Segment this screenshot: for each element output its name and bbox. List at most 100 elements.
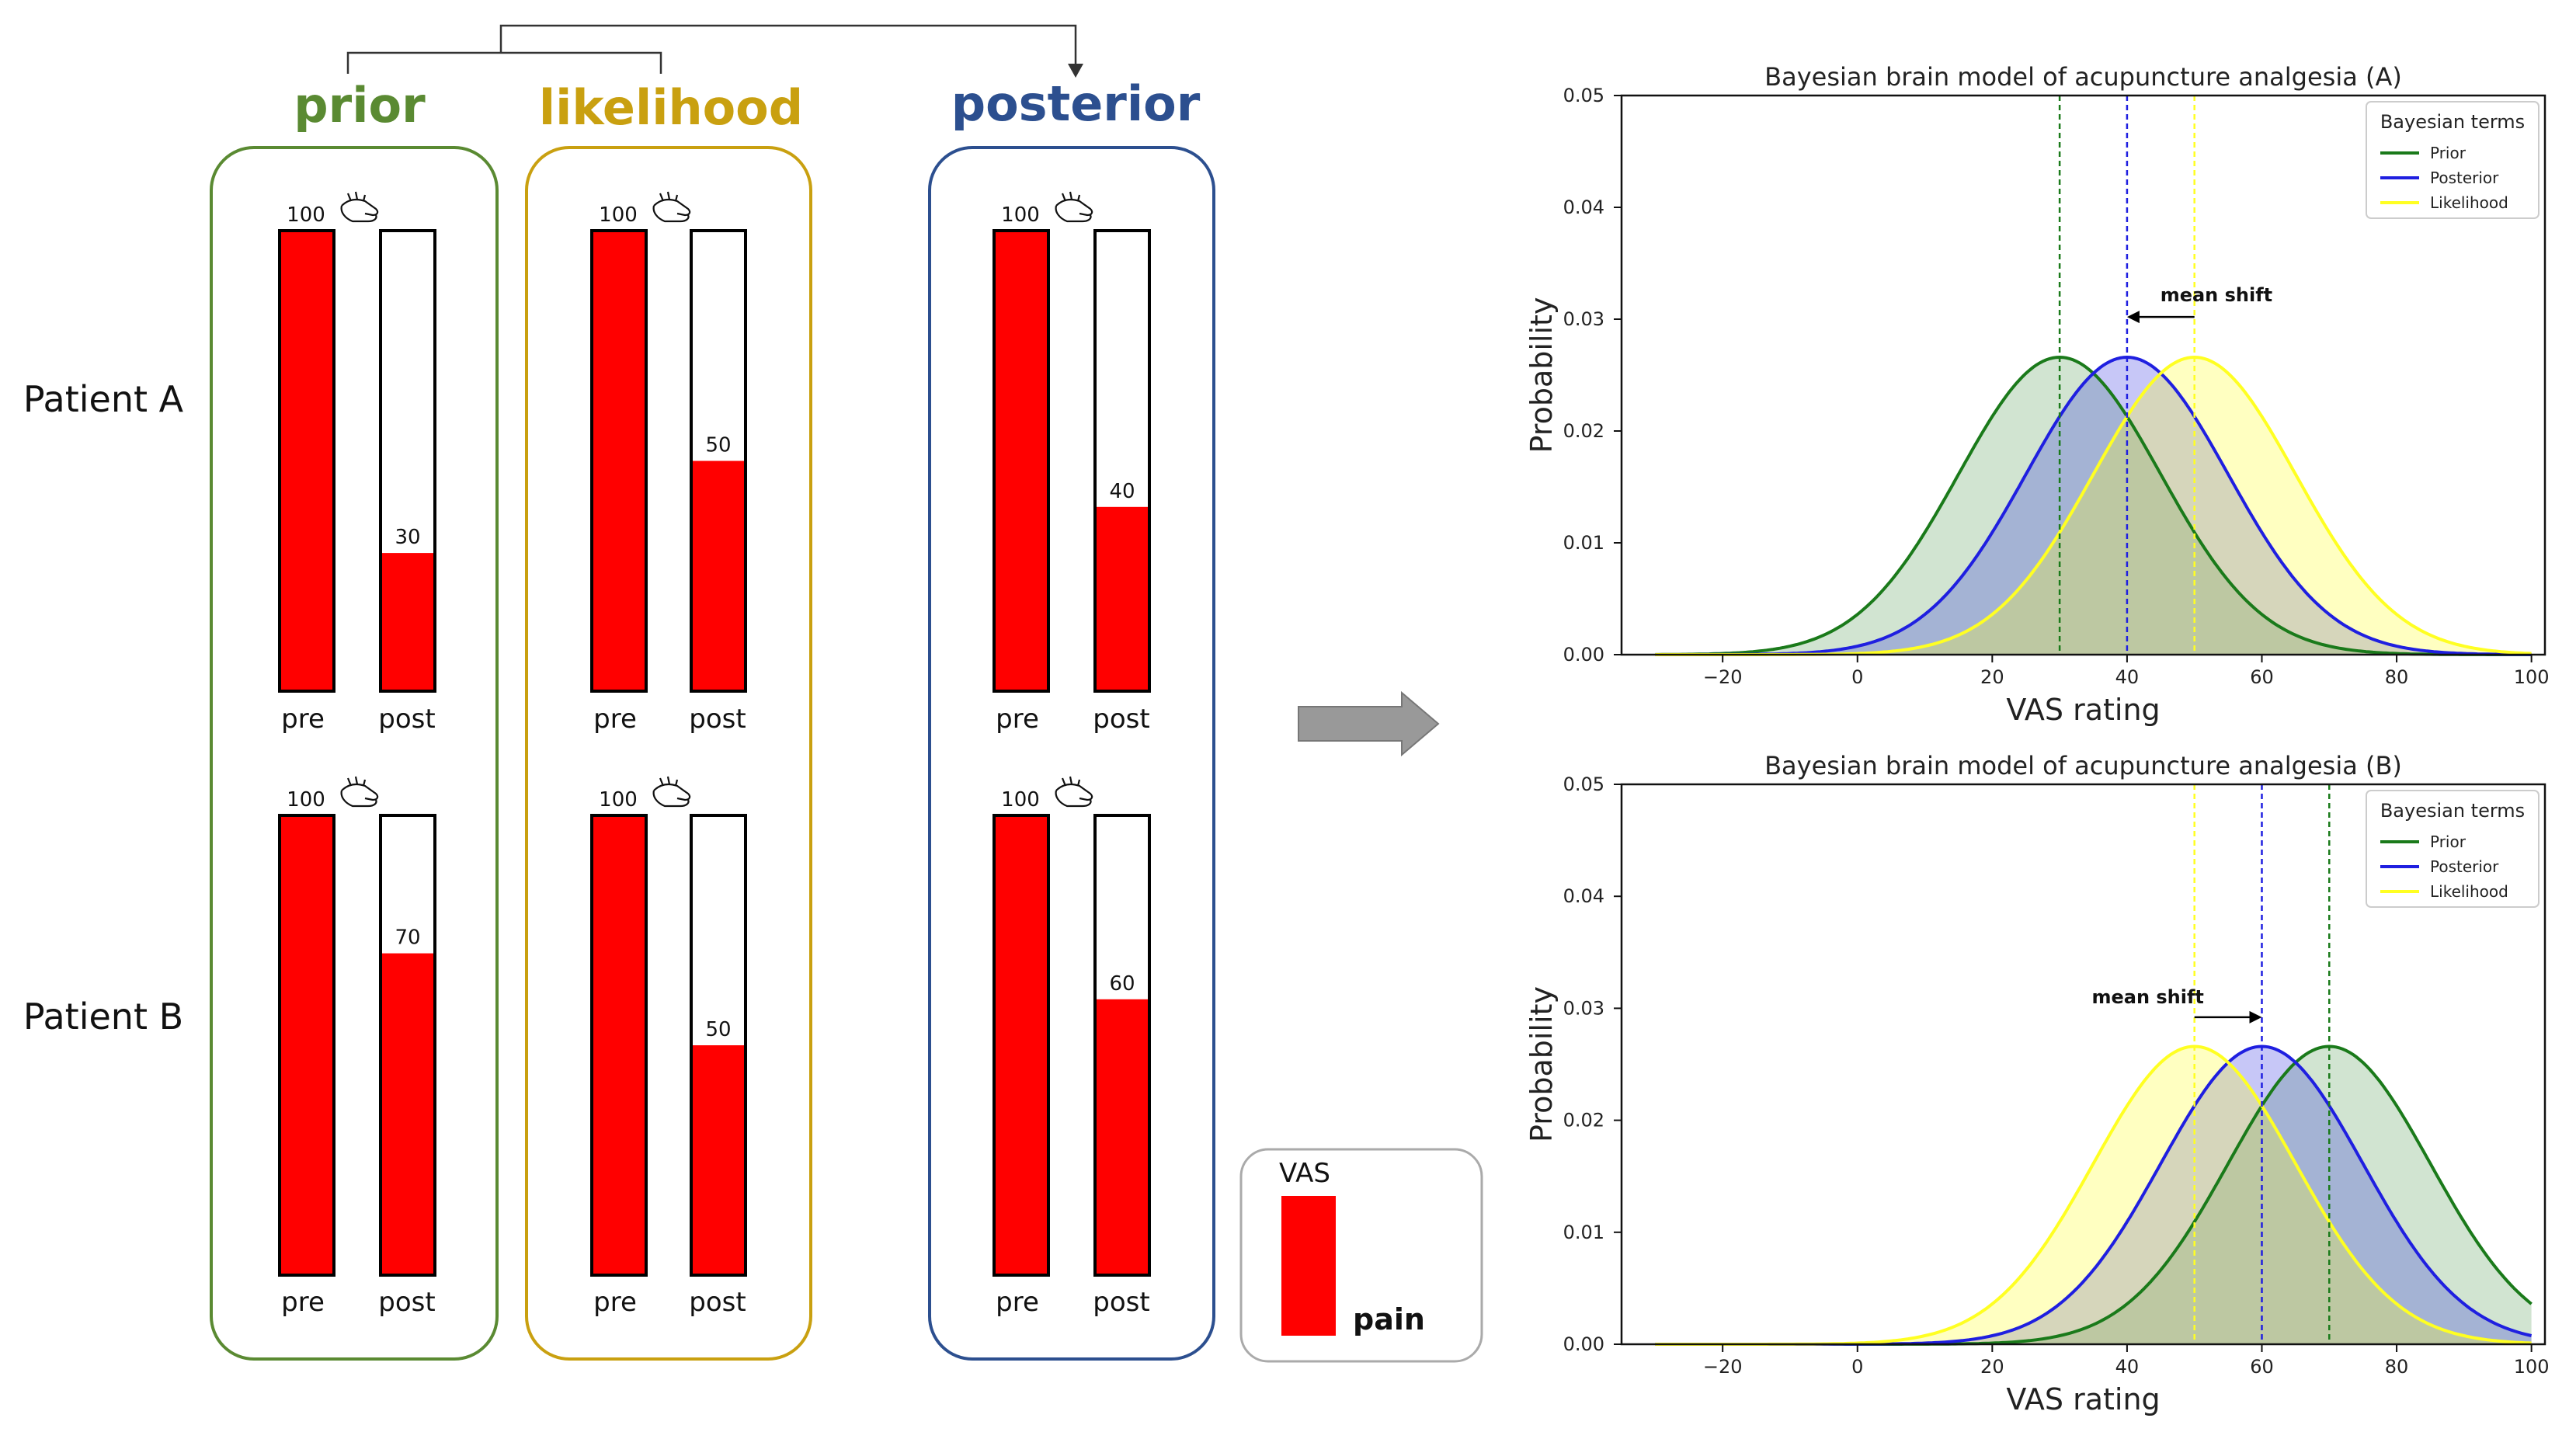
posterior-panel — [928, 146, 1215, 1361]
x-tick-label: 80 — [2385, 1356, 2409, 1378]
x-tick-label: 40 — [2115, 666, 2140, 688]
x-tick-label: 20 — [1980, 1356, 2004, 1378]
post-bar-fill — [1097, 506, 1148, 690]
y-tick-label: 0.03 — [1563, 997, 1604, 1019]
pre-caption: pre — [281, 704, 325, 735]
hand-outline — [1055, 198, 1093, 223]
x-tick-label: 0 — [1851, 666, 1863, 688]
chart-legend: Bayesian terms Prior Posterior Likelihood — [2366, 790, 2539, 908]
mean-shift-head — [2249, 1010, 2262, 1024]
post-value-label: 50 — [705, 1018, 731, 1041]
y-axis-label: Probability — [1524, 297, 1559, 454]
y-tick-label: 0.04 — [1563, 196, 1604, 218]
hand-outline — [340, 198, 379, 223]
vas-legend-box: VAS pain — [1239, 1148, 1483, 1363]
vas-bars: 100 30 pre post 100 50 pre post 100 40 pre post 100 7… — [278, 191, 1151, 1318]
mean-shift-label: mean shift — [2091, 986, 2203, 1008]
chart-title: Bayesian brain model of acupuncture anal… — [1764, 62, 2402, 92]
y-tick-label: 0.03 — [1563, 308, 1604, 330]
legend-label-posterior: Posterior — [2430, 169, 2499, 187]
chart-legend: Bayesian terms Prior Posterior Likelihood — [2366, 101, 2539, 219]
y-tick-label: 0.05 — [1563, 773, 1604, 795]
pre-bar — [278, 229, 335, 693]
pre-caption: pre — [593, 704, 637, 735]
y-tick-label: 0.02 — [1563, 1110, 1604, 1131]
pre-value-label: 100 — [287, 203, 325, 227]
pre-caption: pre — [996, 1287, 1039, 1318]
x-tick-label: 100 — [2514, 666, 2550, 688]
pre-value-label: 100 — [599, 203, 638, 227]
y-axis-label: Probability — [1524, 986, 1559, 1142]
transition-arrow — [1298, 690, 1440, 757]
legend-label-likelihood: Likelihood — [2430, 882, 2508, 901]
plot-frame — [1620, 94, 2546, 656]
mean-shift-head — [2126, 311, 2140, 324]
patient-a-label: Patient A — [23, 378, 184, 420]
connector-arrowhead — [1068, 64, 1083, 78]
hand-fingers — [659, 776, 679, 787]
pre-caption: pre — [996, 704, 1039, 735]
x-tick-label: 100 — [2514, 1356, 2550, 1378]
hand-fingers — [346, 191, 367, 202]
x-tick-label: −20 — [1703, 666, 1743, 688]
header-posterior: posterior — [951, 75, 1201, 132]
legend-label-posterior: Posterior — [2430, 857, 2499, 876]
x-tick-label: −20 — [1703, 1356, 1743, 1378]
post-caption: post — [689, 1287, 746, 1318]
legend-title: Bayesian terms — [2380, 111, 2525, 133]
legend-label-prior: Prior — [2430, 144, 2466, 162]
pointing-hand-icon — [340, 191, 379, 223]
mean-shift-arrow — [2126, 311, 2195, 324]
bar-group-likelihood-B: 100 50 pre post — [590, 776, 747, 1318]
chart-a: Bayesian brain model of acupuncture anal… — [1524, 62, 2550, 727]
post-value-label: 50 — [705, 434, 731, 457]
hand-outline — [340, 783, 379, 808]
post-caption: post — [378, 704, 435, 735]
y-tick-label: 0.01 — [1563, 1222, 1604, 1243]
post-value-label: 60 — [1109, 972, 1135, 996]
likelihood-panel — [525, 146, 812, 1361]
hand-fingers — [1061, 191, 1081, 202]
x-tick-label: 80 — [2385, 666, 2409, 688]
post-caption: post — [689, 704, 746, 735]
hand-fingers — [659, 191, 679, 202]
x-tick-label: 20 — [1980, 666, 2004, 688]
legend-frame — [2366, 790, 2539, 908]
post-bar-fill — [693, 461, 744, 690]
y-tick-label: 0.04 — [1563, 885, 1604, 907]
charts: Bayesian brain model of acupuncture anal… — [1524, 62, 2550, 1416]
y-tick-label: 0.05 — [1563, 85, 1604, 106]
bar-group-prior-B: 100 70 pre post — [278, 776, 436, 1318]
area-likelihood — [1655, 357, 2532, 655]
y-tick-label: 0.02 — [1563, 420, 1604, 442]
pre-value-label: 100 — [1001, 203, 1040, 227]
pointing-hand-icon — [652, 191, 691, 223]
area-prior — [1655, 357, 2532, 655]
hand-outline — [652, 198, 691, 223]
plot-frame — [1620, 783, 2546, 1346]
area-likelihood — [1655, 1046, 2532, 1344]
pre-bar — [993, 814, 1050, 1277]
pre-bar — [590, 814, 648, 1277]
chart-title: Bayesian brain model of acupuncture anal… — [1764, 751, 2402, 780]
hand-fingers — [346, 776, 367, 787]
post-value-label: 40 — [1109, 480, 1135, 503]
post-bar-fill — [693, 1045, 744, 1274]
header-prior: prior — [294, 77, 426, 134]
bar-group-likelihood-A: 100 50 pre post — [590, 191, 747, 735]
vas-legend-label: pain — [1353, 1302, 1425, 1336]
connector-bracket — [346, 24, 1077, 74]
legend-label-prior: Prior — [2430, 832, 2466, 851]
prior-panel — [210, 146, 499, 1361]
bar-group-prior-A: 100 30 pre post — [278, 191, 436, 735]
y-tick-label: 0.00 — [1563, 644, 1604, 666]
legend-frame — [2366, 101, 2539, 219]
area-posterior — [1655, 1046, 2532, 1344]
area-prior — [1655, 1046, 2532, 1344]
pointing-hand-icon — [652, 776, 691, 808]
mean-shift-arrow — [2194, 1010, 2262, 1024]
vas-legend-title: VAS — [1279, 1158, 1330, 1189]
vas-legend-swatch — [1281, 1196, 1336, 1336]
y-tick-label: 0.00 — [1563, 1333, 1604, 1355]
